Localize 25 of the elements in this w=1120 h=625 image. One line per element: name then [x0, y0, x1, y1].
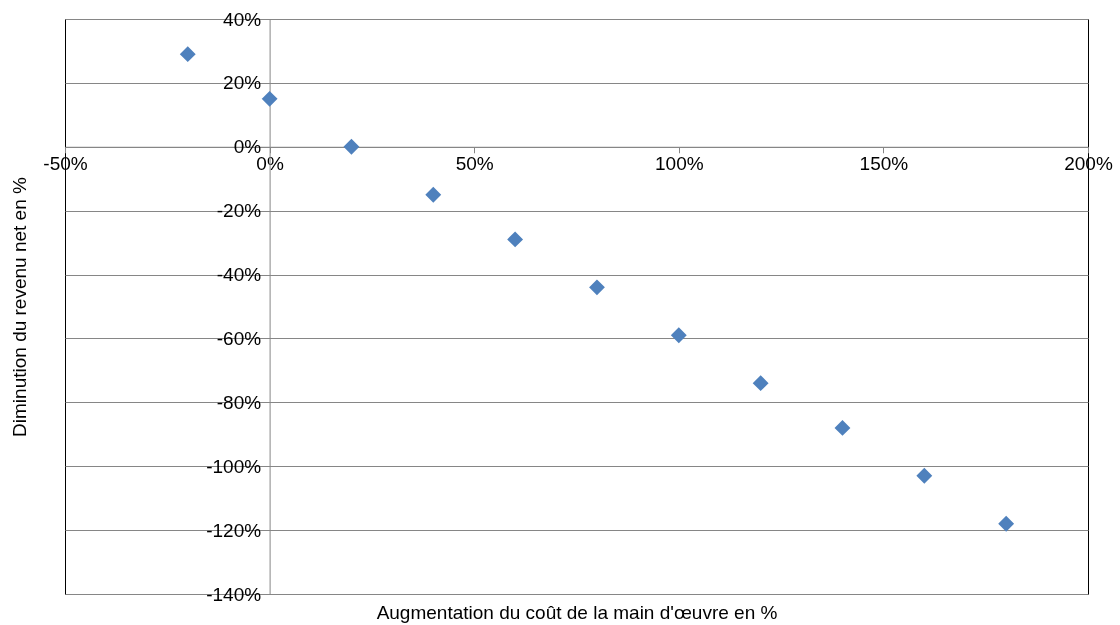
- y-tick-label: -40%: [216, 264, 262, 286]
- point: [589, 279, 605, 295]
- point: [180, 46, 196, 62]
- y-tick-label: 40%: [223, 8, 262, 30]
- point: [916, 468, 932, 484]
- x-tick-label: 150%: [859, 153, 909, 175]
- point: [753, 375, 769, 391]
- point: [343, 139, 359, 155]
- x-axis-title: Augmentation du coût de la main d'œuvre en %: [376, 601, 778, 623]
- point: [998, 516, 1014, 532]
- x-tick-label: 50%: [455, 153, 494, 175]
- point: [834, 420, 850, 436]
- y-tick-label: -120%: [206, 519, 262, 541]
- y-tick-label: -80%: [216, 391, 262, 413]
- y-tick-label: -60%: [216, 327, 262, 349]
- point: [262, 91, 278, 107]
- y-tick-label: 20%: [223, 72, 262, 94]
- x-tick-label: 100%: [655, 153, 704, 175]
- point: [671, 327, 687, 343]
- y-tick-label: -20%: [216, 200, 262, 222]
- point: [507, 231, 523, 247]
- point: [425, 187, 441, 203]
- y-axis-title: Diminution du revenu net en %: [8, 176, 30, 437]
- y-tick-label: -100%: [206, 455, 262, 477]
- y-tick-label: -140%: [206, 583, 262, 605]
